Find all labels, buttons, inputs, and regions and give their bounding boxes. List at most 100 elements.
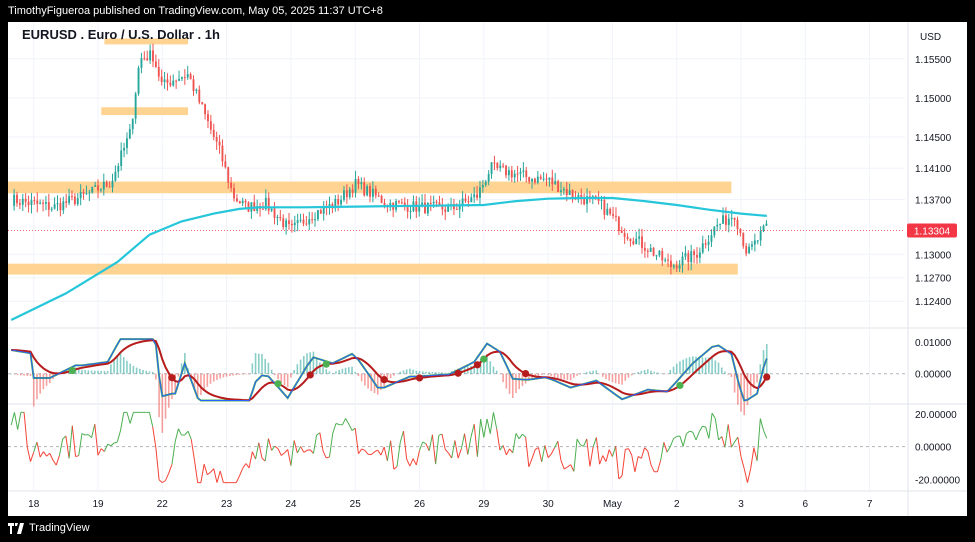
oscillator-segment bbox=[756, 418, 761, 461]
macd-histogram-bar bbox=[283, 373, 286, 386]
macd-histogram-bar bbox=[393, 373, 395, 376]
macd-histogram-bar bbox=[743, 373, 746, 416]
macd-histogram-bar bbox=[753, 373, 755, 389]
oscillator-segment bbox=[666, 446, 671, 453]
oscillator-segment bbox=[505, 448, 510, 456]
axes: 1.15500 1.15000 1.14500 1.14100 1.13700 1.130… bbox=[28, 55, 960, 510]
candle-body bbox=[377, 195, 380, 197]
oscillator-segment bbox=[615, 446, 620, 480]
candle-body bbox=[65, 201, 68, 203]
macd-line bbox=[11, 338, 768, 402]
macd-histogram-bar bbox=[370, 373, 373, 392]
candle-body bbox=[389, 202, 392, 208]
candle-body bbox=[218, 141, 221, 146]
candle-body bbox=[421, 202, 424, 205]
candle-body bbox=[380, 195, 383, 203]
candle-body bbox=[667, 259, 669, 261]
candle-body bbox=[724, 215, 727, 225]
candle-body bbox=[560, 190, 562, 192]
oscillator-segment bbox=[480, 419, 485, 438]
x-tick-label: 29 bbox=[478, 499, 490, 510]
published-header-bar: TimothyFigueroa published on TradingView… bbox=[0, 0, 975, 22]
macd-histogram-bar bbox=[560, 373, 562, 379]
oscillator-segment bbox=[698, 426, 703, 433]
macd-histogram-bar bbox=[418, 371, 421, 374]
candle-body bbox=[505, 165, 507, 176]
candle-body bbox=[369, 186, 371, 197]
oscillator-segment bbox=[537, 447, 543, 462]
candle-body bbox=[551, 177, 554, 185]
x-tick-label: 18 bbox=[28, 499, 40, 510]
candle-body bbox=[432, 201, 435, 204]
oscillator-segment bbox=[380, 446, 385, 456]
oscillator-segment bbox=[435, 435, 440, 465]
oscillator-segment bbox=[239, 468, 244, 477]
macd-histogram-bar bbox=[486, 354, 488, 374]
candle-body bbox=[762, 225, 765, 232]
candle-body bbox=[398, 201, 400, 203]
x-tick-label: 7 bbox=[867, 499, 873, 510]
candle-body bbox=[452, 204, 455, 210]
candle-body bbox=[44, 202, 47, 204]
candle-body bbox=[739, 228, 742, 233]
macd-histogram-bar bbox=[103, 371, 106, 374]
macd-histogram-bar bbox=[460, 367, 463, 374]
candle-body bbox=[172, 80, 175, 86]
candle-body bbox=[117, 166, 120, 172]
candle-body bbox=[678, 265, 681, 269]
candle-body bbox=[126, 138, 128, 148]
frame-left bbox=[0, 22, 8, 516]
oscillator-segment bbox=[248, 451, 253, 469]
candle-body bbox=[484, 181, 487, 185]
candle-body bbox=[285, 220, 288, 228]
candle-body bbox=[519, 171, 522, 174]
macd-histogram-bar bbox=[412, 369, 414, 374]
oscillator-segment bbox=[438, 433, 443, 436]
candle-body bbox=[94, 185, 97, 187]
oscillator-segment bbox=[656, 460, 662, 472]
candle-body bbox=[71, 196, 73, 198]
macd-histogram-bar bbox=[203, 373, 205, 391]
macd-histogram-bar bbox=[550, 373, 553, 376]
price-tick-label: 1.15000 bbox=[915, 94, 952, 105]
oscillator-segment bbox=[544, 445, 549, 458]
candle-body bbox=[632, 241, 635, 245]
macd-histogram-bar bbox=[544, 373, 546, 375]
oscillator-segment bbox=[750, 447, 755, 469]
macd-cross-dot bbox=[306, 371, 314, 379]
oscillator-segment bbox=[608, 449, 613, 457]
candle-body bbox=[296, 220, 299, 223]
x-tick-label: May bbox=[603, 499, 622, 510]
oscillator-segment bbox=[62, 435, 67, 440]
candle-body bbox=[267, 197, 270, 211]
macd-histogram-bar bbox=[113, 359, 115, 374]
macd-histogram-bar bbox=[367, 373, 369, 389]
macd-cross-dot bbox=[415, 374, 424, 382]
macd-histogram-bar bbox=[335, 371, 337, 374]
candle-body bbox=[716, 224, 719, 227]
candle-body bbox=[698, 252, 701, 258]
candle-body bbox=[288, 220, 290, 224]
osc-tick-label: 0.00000 bbox=[915, 443, 952, 454]
macd-histogram-bar bbox=[216, 373, 218, 380]
macd-cross-dot bbox=[274, 380, 282, 388]
candle-body bbox=[600, 199, 603, 201]
oscillator-segment bbox=[261, 457, 266, 462]
candle-body bbox=[27, 201, 30, 205]
candle-body bbox=[201, 102, 204, 105]
candle-body bbox=[479, 187, 481, 198]
price-tick-label: 1.12700 bbox=[915, 274, 952, 285]
candle-body bbox=[646, 250, 649, 252]
macd-histogram-bar bbox=[762, 350, 765, 374]
candle-body bbox=[354, 178, 357, 193]
macd-histogram-bar bbox=[438, 372, 440, 374]
candle-body bbox=[487, 174, 490, 182]
candle-body bbox=[496, 162, 499, 169]
macd-histogram-bar bbox=[312, 351, 315, 374]
tradingview-brand[interactable]: TradingView bbox=[8, 522, 90, 534]
oscillator-segment bbox=[10, 412, 15, 426]
macd-histogram-bar bbox=[576, 373, 578, 376]
candle-body bbox=[24, 198, 27, 202]
macd-histogram-bar bbox=[126, 360, 128, 374]
